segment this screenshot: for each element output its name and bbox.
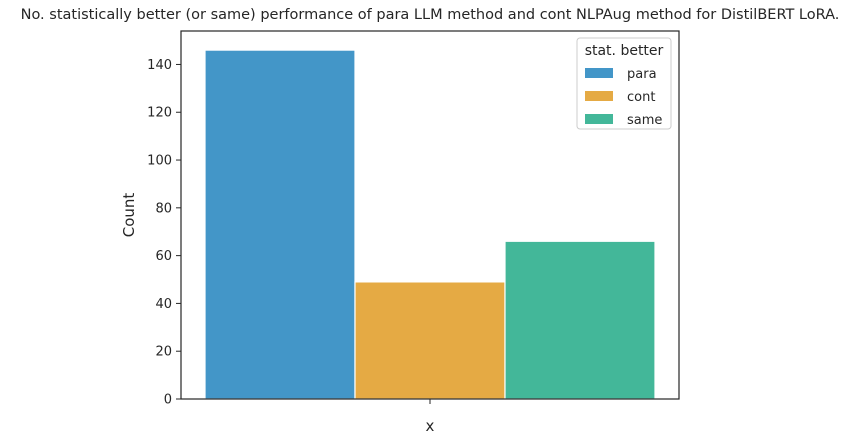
bar-para [204,49,356,400]
legend-label-para: para [627,67,657,82]
y-tick-label: 120 [147,106,172,121]
bar-same [504,240,656,400]
legend-box [576,37,672,130]
legend-swatch-cont [585,91,613,101]
y-tick-label: 60 [155,249,172,264]
x-axis-label: x [426,417,435,435]
legend-label-same: same [627,113,662,128]
plot-area-frame [180,30,680,400]
y-axis-ticks: 0 20 40 60 80 100 120 140 [147,58,181,408]
legend-title: stat. better [585,43,664,59]
chart-title: No. statistically better (or same) perfo… [21,7,840,23]
y-tick-label: 20 [155,345,172,360]
y-tick-label: 100 [147,154,172,169]
bar-cont [354,281,506,400]
legend-swatch-same [585,114,613,124]
legend-label-cont: cont [627,90,655,105]
bars-group [204,49,656,400]
y-axis-label: Count [120,193,138,238]
legend-items: para cont same [585,67,662,128]
legend: stat. better para cont same [576,37,672,130]
y-tick-label: 40 [155,297,172,312]
legend-swatch-para [585,68,613,78]
y-tick-label: 80 [155,201,172,216]
y-tick-label: 140 [147,58,172,73]
y-tick-label: 0 [164,393,172,408]
